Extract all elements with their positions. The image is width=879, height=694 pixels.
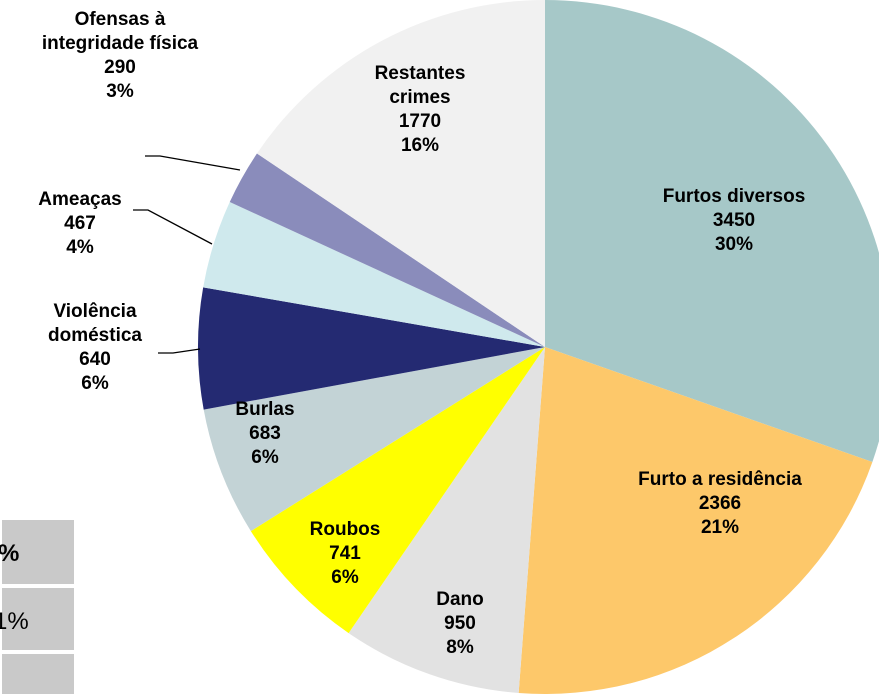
slice-label: Roubos 741 6% (285, 518, 405, 590)
leader-line (158, 348, 201, 354)
slice-label: Restantes crimes 1770 16% (350, 62, 490, 158)
category-label: Violência doméstica (48, 301, 142, 346)
slice-label: Violência doméstica 640 6% (10, 300, 180, 396)
slice-label: Dano 950 8% (400, 588, 520, 660)
pie-slice (250, 347, 546, 634)
pie-slice (348, 347, 545, 693)
slice-label: Furtos diversos 3450 30% (659, 185, 809, 257)
value-label: 290 (104, 57, 136, 78)
pie-slice (545, 0, 879, 463)
pie-slice (256, 0, 545, 347)
category-label: Roubos (309, 519, 381, 540)
value-label: 683 (249, 423, 281, 444)
value-label: 2366 (698, 493, 742, 514)
cell-text: 1% (0, 608, 29, 635)
category-label: Ameaças (38, 189, 122, 210)
leader-line (133, 209, 213, 245)
table-cell (0, 652, 76, 694)
category-label: Furtos diversos (662, 186, 806, 207)
percent-label: 6% (331, 567, 359, 588)
percent-label: 16% (400, 135, 440, 156)
category-label: Ofensas à integridade física (41, 9, 199, 54)
pie-slice (198, 287, 546, 410)
percent-label: 4% (66, 237, 94, 258)
slice-label: Ameaças 467 4% (10, 188, 150, 260)
slice-label: Furto a residência 2366 21% (635, 468, 805, 540)
percent-label: 6% (251, 447, 279, 468)
category-label: Dano (436, 589, 484, 610)
leader-line (145, 155, 241, 171)
pie-slice (518, 347, 873, 694)
pie-slice (203, 201, 545, 347)
percent-label: 8% (446, 637, 474, 658)
pie-slice (203, 347, 545, 532)
value-label: 640 (79, 349, 111, 370)
value-label: 3450 (712, 210, 756, 231)
percent-label: 30% (714, 234, 754, 255)
value-label: 741 (329, 543, 361, 564)
percent-label: 6% (81, 373, 109, 394)
category-label: Furto a residência (638, 469, 802, 490)
value-label: 950 (444, 613, 476, 634)
slice-label: Burlas 683 6% (205, 398, 325, 470)
slice-label: Ofensas à integridade física 290 3% (30, 8, 210, 104)
category-label: Burlas (235, 399, 295, 420)
cell-text: % (0, 540, 20, 567)
percent-label: 21% (700, 517, 740, 538)
category-label: Restantes crimes (374, 63, 466, 108)
table-cell: % (0, 518, 76, 586)
value-label: 467 (64, 213, 96, 234)
table-cell: 1% (0, 586, 76, 652)
percent-label: 3% (106, 81, 134, 102)
value-label: 1770 (398, 111, 442, 132)
pie-slice (229, 153, 545, 347)
